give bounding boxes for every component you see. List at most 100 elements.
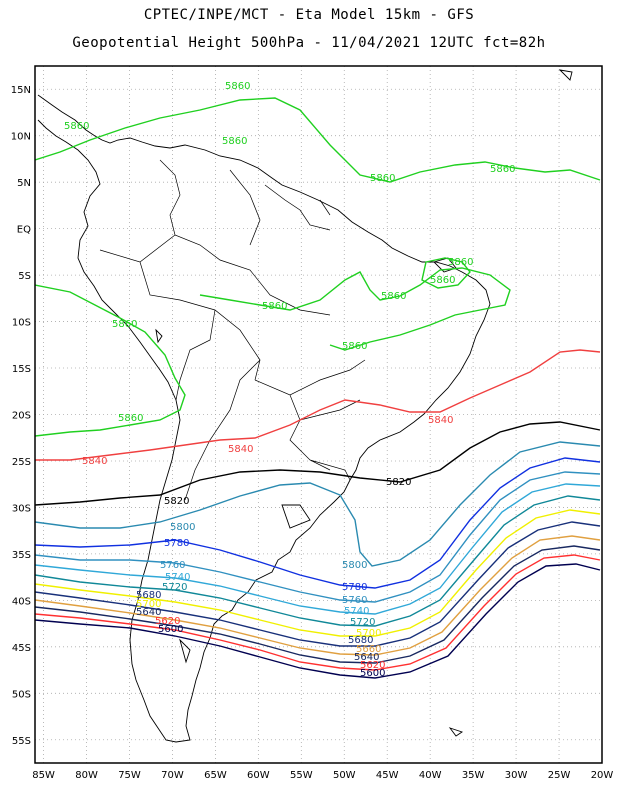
contour-5660 <box>35 535 601 656</box>
island-shape <box>179 638 191 664</box>
island-shape <box>558 69 573 81</box>
longitude-label: 40W <box>419 770 442 781</box>
longitude-label: 70W <box>161 770 184 781</box>
latitude-label: 30S <box>12 503 31 514</box>
contour-label-5780: 5780 <box>164 538 189 549</box>
longitude-label: 20W <box>591 770 614 781</box>
contour-label-5860: 5860 <box>448 257 473 268</box>
latitude-label: 45S <box>12 643 31 654</box>
contour-5840 <box>35 349 601 461</box>
contour-label-5860: 5860 <box>381 291 406 302</box>
longitude-label: 65W <box>204 770 227 781</box>
latitude-label: 15N <box>11 85 31 96</box>
contour-label-5860: 5860 <box>430 275 455 286</box>
contour-label-5680: 5680 <box>348 635 373 646</box>
contour-label-5740: 5740 <box>344 606 369 617</box>
contour-label-5720: 5720 <box>162 582 187 593</box>
island-shape <box>448 727 464 737</box>
latitude-label: 25S <box>12 457 31 468</box>
longitude-label: 75W <box>118 770 141 781</box>
latitude-label: 55S <box>12 736 31 747</box>
longitude-label: 50W <box>333 770 356 781</box>
contour-5780 <box>35 457 601 589</box>
contour-label-5640: 5640 <box>136 607 161 618</box>
latitude-label: 40S <box>12 596 31 607</box>
south-america-coastline <box>37 94 491 743</box>
latitude-label: 5S <box>18 271 31 282</box>
contour-label-5740: 5740 <box>165 572 190 583</box>
contour-label-5700: 5700 <box>356 628 381 639</box>
latitude-label: 10S <box>12 318 31 329</box>
contour-label-5820: 5820 <box>164 496 189 507</box>
contour-5860-tropics <box>35 284 186 437</box>
contour-layer <box>35 97 601 679</box>
contour-label-5840: 5840 <box>82 456 107 467</box>
longitude-label: 30W <box>505 770 528 781</box>
contour-5640 <box>35 545 601 664</box>
contour-5680 <box>35 521 601 647</box>
contour-5860-north <box>35 97 601 183</box>
coastline-layer <box>37 69 573 743</box>
latitude-label: 5N <box>17 178 31 189</box>
longitude-label: 55W <box>290 770 313 781</box>
contour-5620 <box>35 554 601 671</box>
country-borders <box>99 159 366 501</box>
contour-label-5860: 5860 <box>262 301 287 312</box>
latitude-label: EQ <box>17 225 31 236</box>
contour-5860-coast-ne <box>421 257 471 289</box>
contour-label-5660: 5660 <box>356 644 381 655</box>
map-title-line1: CPTEC/INPE/MCT - Eta Model 15km - GFS <box>143 7 475 23</box>
contour-label-5860: 5860 <box>64 121 89 132</box>
contour-label-5640: 5640 <box>354 652 379 663</box>
latitude-label: 10N <box>11 132 31 143</box>
contour-5860-brazil <box>199 267 511 351</box>
contour-label-5860: 5860 <box>342 341 367 352</box>
contour-label-5700: 5700 <box>136 599 161 610</box>
contour-label-5600: 5600 <box>158 624 183 635</box>
contour-label-5600: 5600 <box>360 668 385 679</box>
contour-5700 <box>35 509 601 637</box>
contour-label-5860: 5860 <box>370 173 395 184</box>
contour-label-5860: 5860 <box>118 413 143 424</box>
contour-label-5860: 5860 <box>112 319 137 330</box>
contour-label-5800: 5800 <box>170 522 195 533</box>
longitude-label: 35W <box>462 770 485 781</box>
island-shape <box>281 504 311 529</box>
contour-5800 <box>35 441 601 567</box>
contour-label-5860: 5860 <box>222 136 247 147</box>
contour-label-5820: 5820 <box>386 477 411 488</box>
longitude-label: 60W <box>247 770 270 781</box>
latitude-label: 35S <box>12 550 31 561</box>
longitude-labels: 85W 80W 75W 70W 65W 60W 55W 50W 45W 40W 35W 30W 25W 2… <box>32 770 613 781</box>
contour-label-5680: 5680 <box>136 590 161 601</box>
contour-label-5840: 5840 <box>428 415 453 426</box>
contour-label-5840: 5840 <box>228 444 253 455</box>
contour-label-5720: 5720 <box>350 617 375 628</box>
latitude-label: 20S <box>12 411 31 422</box>
contour-5760 <box>35 471 601 603</box>
contour-5600 <box>35 563 601 679</box>
map-frame <box>34 65 603 764</box>
contour-label-5800: 5800 <box>342 560 367 571</box>
longitude-label: 45W <box>376 770 399 781</box>
contour-label-5860: 5860 <box>490 164 515 175</box>
longitude-label: 85W <box>32 770 55 781</box>
contour-label-5760: 5760 <box>160 560 185 571</box>
contour-5820 <box>35 421 601 506</box>
contour-label-5860: 5860 <box>225 81 250 92</box>
contour-label-5620: 5620 <box>155 616 180 627</box>
contour-labels: 5860 5860 5860 5860 5860 5860 5860 5860 … <box>64 81 515 679</box>
contour-label-5760: 5760 <box>342 595 367 606</box>
longitude-label: 80W <box>75 770 98 781</box>
latitude-label: 50S <box>12 689 31 700</box>
contour-label-5620: 5620 <box>360 660 385 671</box>
contour-label-5780: 5780 <box>342 582 367 593</box>
island-shape <box>155 328 163 344</box>
latitude-labels: 15N 10N 5N EQ 5S 10S 15S 20S 25S 30S 35S 40S 45S 50S 5… <box>11 85 31 747</box>
latitude-label: 15S <box>12 364 31 375</box>
contour-5740 <box>35 483 601 615</box>
map-title-line2: Geopotential Height 500hPa - 11/04/2021 … <box>72 35 546 51</box>
contour-5720 <box>35 495 601 627</box>
longitude-label: 25W <box>548 770 571 781</box>
